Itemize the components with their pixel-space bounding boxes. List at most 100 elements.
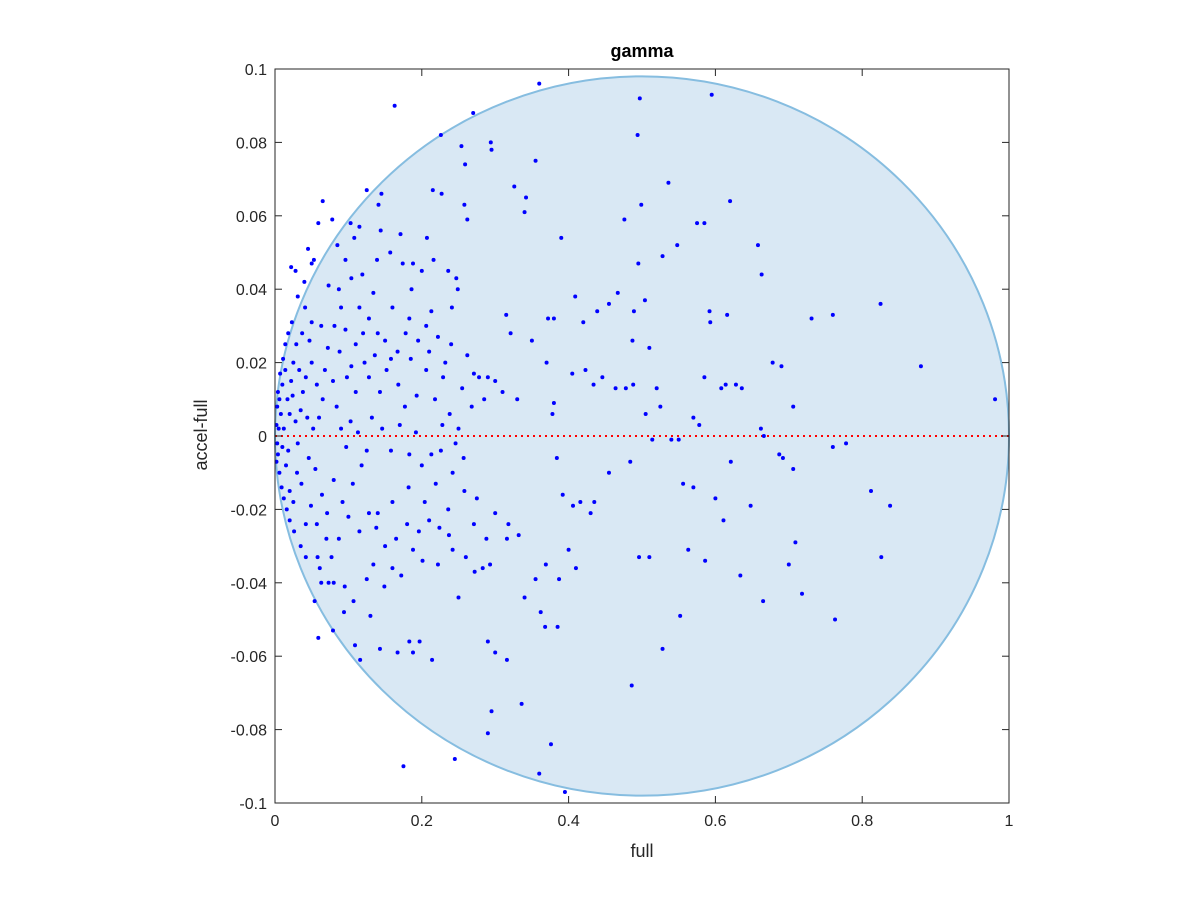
data-point [374,525,379,530]
data-point [334,404,339,409]
data-point [524,195,529,200]
y-tick-label: -0.08 [231,723,268,740]
data-point [438,133,443,138]
data-point [515,397,520,402]
data-point [474,496,479,501]
data-point [595,309,600,314]
data-point [311,257,316,262]
data-point [666,180,671,185]
data-point [529,338,534,343]
data-point [342,584,347,589]
data-point [410,650,415,655]
data-point [463,555,468,560]
data-point [336,536,341,541]
data-point [276,426,281,431]
data-point [471,522,476,527]
data-point [355,430,360,435]
data-point [306,246,311,251]
data-point [878,301,883,306]
data-point [463,162,468,167]
data-point [388,448,393,453]
data-point [791,467,796,472]
y-axis-label: accel-full [191,399,211,470]
data-point [493,650,498,655]
data-point [293,419,298,424]
data-point [405,522,410,527]
data-point [289,378,294,383]
data-point [424,323,429,328]
data-point [658,404,663,409]
data-point [424,235,429,240]
data-point [300,389,305,394]
data-point [362,360,367,365]
y-axis-ticks: -0.1 -0.08 -0.06 -0.04 -0.02 0 0.02 0.04 0.06 0.0… [231,62,1009,813]
data-point [394,536,399,541]
data-point [309,261,314,266]
data-point [557,577,562,582]
data-point [320,397,325,402]
data-point [275,441,280,446]
data-point [918,364,923,369]
data-point [543,624,548,629]
data-point [312,599,317,604]
data-point [317,415,322,420]
data-point [320,199,325,204]
data-point [516,533,521,538]
data-point [755,243,760,248]
data-point [631,309,636,314]
data-point [725,312,730,317]
data-point [441,375,446,380]
data-point [554,456,559,461]
data-point [416,338,421,343]
data-point [544,360,549,365]
y-tick-label: -0.02 [231,502,268,519]
data-point [449,305,454,310]
y-tick-label: 0 [258,429,267,446]
data-point [295,294,300,299]
data-point [830,445,835,450]
data-point [395,650,400,655]
data-point [390,566,395,571]
y-tick-label: 0.08 [236,135,267,152]
data-point [395,349,400,354]
data-point [522,210,527,215]
data-point [571,503,576,508]
data-point [488,562,493,567]
data-point [770,360,775,365]
data-point [403,331,408,336]
data-point [500,389,505,394]
data-point [277,397,282,402]
chart-title: gamma [610,41,674,61]
data-point [292,529,297,534]
data-point [351,599,356,604]
data-point [472,569,477,574]
data-point [533,577,538,582]
data-point [407,639,412,644]
data-point [281,426,286,431]
data-point [284,507,289,512]
data-point [358,657,363,662]
data-point [562,789,567,794]
data-point [350,481,355,486]
data-point [330,217,335,222]
data-point [669,437,674,442]
data-point [600,375,605,380]
data-point [311,426,316,431]
data-point [384,367,389,372]
data-point [331,478,336,483]
y-tick-label: -0.04 [231,576,268,593]
data-point [592,500,597,505]
data-point [477,375,482,380]
data-point [519,701,524,706]
data-point [290,393,295,398]
data-point [427,518,432,523]
data-point [378,228,383,233]
data-point [758,426,763,431]
data-point [606,470,611,475]
data-point [298,408,303,413]
x-axis-label: full [630,841,653,861]
data-point [317,566,322,571]
data-point [325,345,330,350]
data-point [424,367,429,372]
data-point [537,81,542,86]
